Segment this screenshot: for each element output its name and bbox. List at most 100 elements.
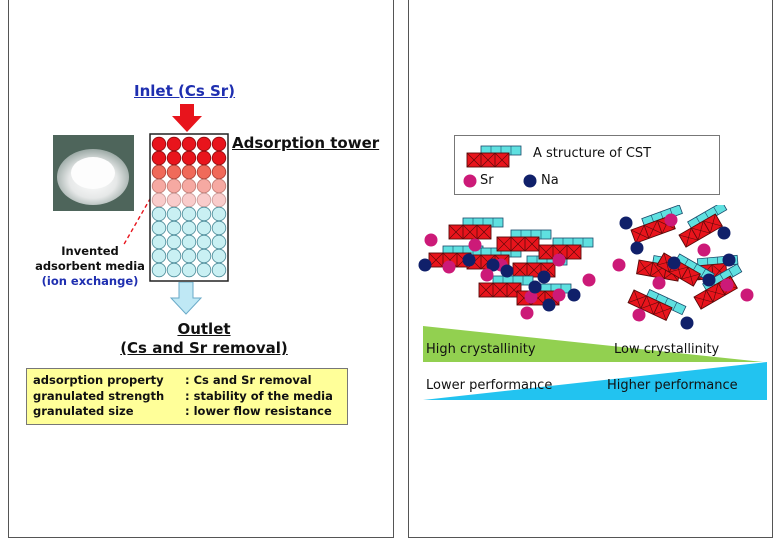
tower-bead [211,192,227,208]
na-dot [486,258,500,272]
tower-bead [151,206,167,222]
media-label-line1: Invented [61,244,119,258]
high-crystallinity-label: High crystallinity [426,342,536,357]
na-dot [528,280,542,294]
properties-box: adsorption property : Cs and Sr removal g… [26,368,348,425]
property-row: adsorption property : Cs and Sr removal [33,373,341,389]
property-row: granulated strength : stability of the me… [33,389,341,405]
na-dot [630,241,644,255]
na-dot [567,288,581,302]
tower-bead [211,206,227,222]
sr-dot [632,308,646,322]
tower-bead [211,150,227,166]
tower-bead [151,220,167,236]
cst-block [538,237,594,260]
property-value: : lower flow resistance [185,404,332,418]
sr-dot [664,213,678,227]
crystallinity-wedge [423,326,763,362]
property-key: adsorption property [33,373,164,387]
sr-dot [612,258,626,272]
property-key: granulated strength [33,388,165,403]
property-key: granulated size [33,404,134,418]
sr-dot [652,276,666,290]
tower-bead [166,220,182,236]
sr-dot [720,278,734,292]
tower-bead [211,178,227,194]
tower-bead [181,206,197,222]
adsorption-tower [149,133,229,282]
tower-bead [151,136,167,152]
tower-bead [181,136,197,152]
na-dot [418,258,432,272]
outlet-line1: Outlet [177,320,231,338]
na-dot [619,216,633,230]
tower-bead [211,262,227,278]
tower-bead [181,192,197,208]
legend-box: A structure of CST Sr Na [454,135,720,195]
outlet-line2: (Cs and Sr removal) [120,339,288,357]
legend-na-label: Na [541,173,559,188]
cst-legend-icon [466,145,522,168]
tower-bead [196,248,212,264]
tower-bead [166,150,182,166]
right-panel: A structure of CST Sr Na High crystallin… [408,0,773,538]
tower-bead [181,262,197,278]
invented-media-label: Invented adsorbent media (ion exchange) [25,244,155,289]
lower-performance-label: Lower performance [426,378,553,393]
cst-block [678,205,728,248]
tower-bead [196,206,212,222]
tower-bead [166,192,182,208]
sr-dot [442,260,456,274]
na-dot-icon [523,174,537,188]
tower-bead [166,248,182,264]
tower-bead [181,150,197,166]
tower-bead [211,248,227,264]
sr-dot [424,233,438,247]
na-dot [462,253,476,267]
sr-dot [740,288,754,302]
sr-dot [468,238,482,252]
tower-bead [166,234,182,250]
legend-sr-label: Sr [480,173,494,188]
tower-bead [211,164,227,180]
legend-cst-label: A structure of CST [533,146,652,161]
tower-bead [181,234,197,250]
tower-bead [151,192,167,208]
tower-bead [196,164,212,180]
cst-block [630,205,683,244]
media-pointer-line [122,191,155,247]
tower-bead [181,220,197,236]
tower-bead [151,234,167,250]
tower-bead [181,178,197,194]
na-dot [702,273,716,287]
cst-block [496,229,552,252]
tower-bead [211,136,227,152]
media-label-line3: (ion exchange) [41,274,139,288]
tower-bead [181,248,197,264]
na-dot [537,270,551,284]
property-value: : stability of the media [185,388,333,403]
outlet-label: Outlet (Cs and Sr removal) [79,320,329,358]
inlet-label: Inlet (Cs Sr) [134,82,236,100]
property-value: : Cs and Sr removal [185,373,312,387]
tower-bead [196,234,212,250]
sr-dot [524,290,538,304]
sr-dot [552,253,566,267]
tower-bead [151,178,167,194]
sr-dot [697,243,711,257]
na-dot [722,253,736,267]
tower-bead [166,262,182,278]
na-dot [717,226,731,240]
tower-bead [166,136,182,152]
tower-bead [196,178,212,194]
low-crystallinity-label: Low crystallinity [614,342,720,357]
performance-wedge [423,362,767,400]
cst-block [448,217,504,240]
outlet-arrow [169,282,203,315]
inlet-arrow [172,104,202,132]
sr-dot-icon [463,174,477,188]
tower-bead [196,150,212,166]
sr-dot [520,306,534,320]
sr-dot [582,273,596,287]
sr-dot [480,268,494,282]
